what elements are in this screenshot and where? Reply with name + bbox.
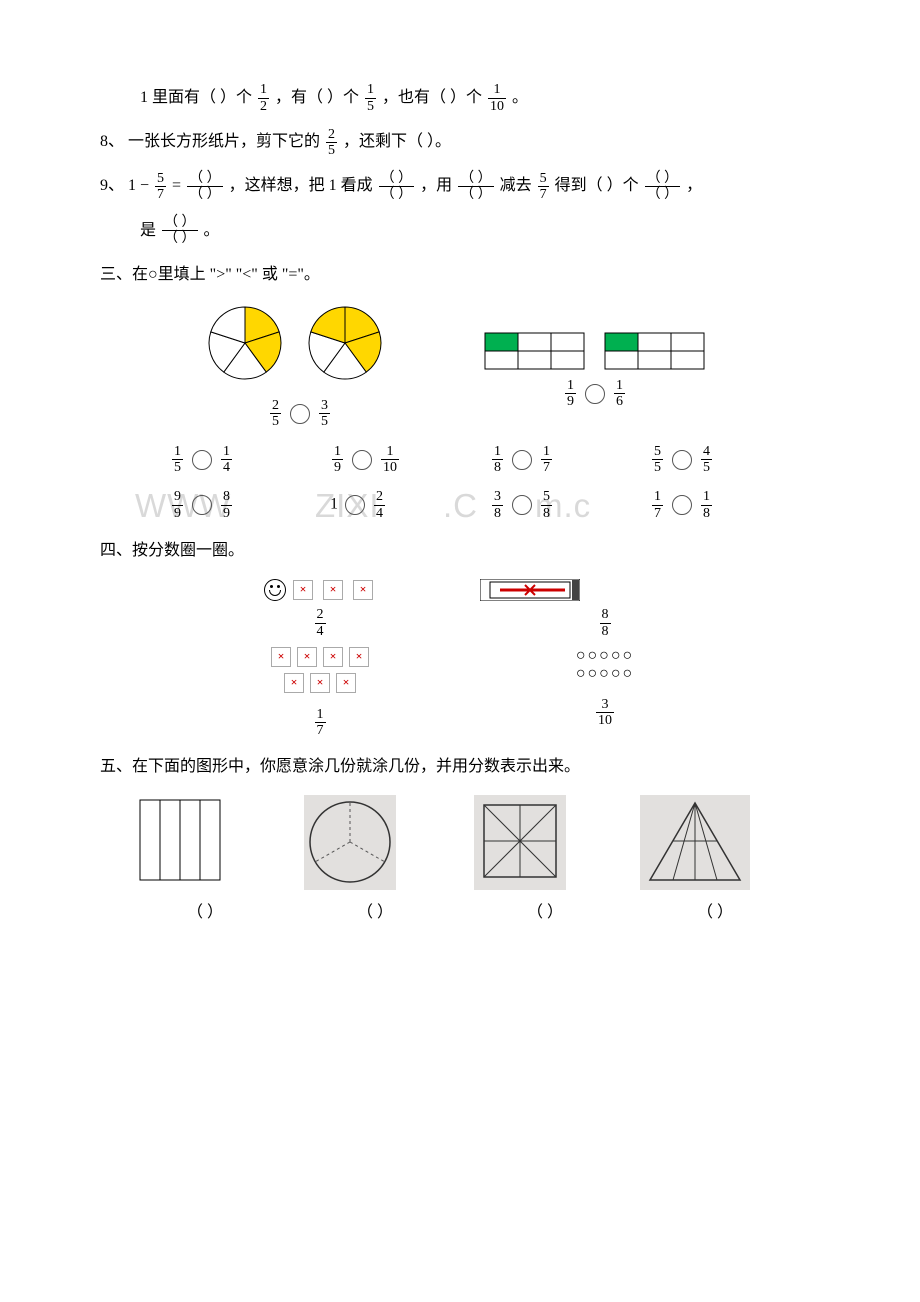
q9-t4: 减去: [500, 177, 536, 194]
pfrac-blank5: （ ）（ ）: [162, 215, 198, 247]
s3-figrow: 25 35 19: [60, 303, 860, 430]
compare-circle: [585, 384, 605, 404]
frac-grid2: 16: [614, 378, 625, 410]
x-box: ×: [323, 580, 343, 600]
comp-5-5-4-5: 55 45: [650, 444, 810, 476]
section-4-title: 四、按分数圈一圈。: [60, 535, 860, 567]
x-box: ×: [353, 580, 373, 600]
frac-pie1: 25: [270, 398, 281, 430]
circles-row: ○○○○○: [480, 665, 730, 683]
pfrac-blank2: （ ）（ ）: [379, 171, 415, 203]
grid-charts: [480, 323, 710, 378]
q9-eq: =: [172, 177, 185, 194]
q9-t6: ，: [686, 177, 702, 194]
q9-t2: ，这样想，把 1 看成: [229, 177, 373, 194]
s5-shapes: [60, 795, 860, 890]
frac-5-7b: 57: [538, 171, 549, 203]
q8-text2: ，还剩下（ ）。: [343, 133, 451, 150]
q8-text1: 一张长方形纸片，剪下它的: [128, 133, 320, 150]
frac-1-5: 15: [365, 82, 376, 114]
q9-l2pre: 是: [140, 222, 156, 239]
frac-5-7: 57: [155, 171, 166, 203]
q9-label: 9、: [100, 177, 124, 194]
q7-post: 。: [512, 89, 528, 106]
q9-l2post: 。: [204, 222, 220, 239]
grids-block: 19 16: [480, 323, 710, 410]
question-9-line2: 是 （ ）（ ） 。: [60, 215, 860, 247]
comp-1-8-1-7: 18 17: [490, 444, 650, 476]
shape-circle: [300, 795, 450, 890]
frac-pie2: 35: [319, 398, 330, 430]
pie-charts: [200, 303, 400, 398]
shape-triangle: [640, 795, 790, 890]
comp-1-2-4: 1 24: [330, 489, 490, 521]
section-5-title: 五、在下面的图形中，你愿意涂几份就涂几份，并用分数表示出来。: [60, 751, 860, 783]
q9-t5: 得到（ ）个: [555, 177, 643, 194]
x-box: ×: [293, 580, 313, 600]
section-3-title: 三、在○里填上 ">" "<" 或 "="。: [60, 259, 860, 291]
frac-8-8: 88: [600, 607, 611, 639]
pfrac-blank4: （ ）（ ）: [645, 171, 681, 203]
shape-rect: [130, 795, 280, 890]
paren: （ ）: [640, 898, 790, 922]
frac-2-5: 25: [326, 127, 337, 159]
pfrac-blank3: （ ）（ ）: [458, 171, 494, 203]
paren: （ ）: [470, 898, 620, 922]
pfrac-blank: （ ）（ ）: [187, 171, 223, 203]
comp-9-9-8-9: 99 89: [170, 489, 330, 521]
frac-3-10: 310: [596, 697, 614, 729]
smile-icon: [264, 579, 286, 601]
paren: （ ）: [300, 898, 450, 922]
circles-row: ○○○○○: [480, 647, 730, 665]
q9-t1: 1 −: [128, 177, 149, 194]
q7-mid1: ，有（ ）个: [275, 89, 359, 106]
s4-row1: × × × 24 88: [60, 579, 860, 639]
comp-1-7-1-8: 17 18: [650, 489, 810, 521]
frac-grid1: 19: [565, 378, 576, 410]
comp-1-9-1-10: 19 110: [330, 444, 490, 476]
pies-block: 25 35: [200, 303, 400, 430]
bar-icon: [480, 579, 580, 601]
frac-1-7: 17: [315, 707, 326, 739]
s3-comp-row1: 15 14 19 110 18 17 55 45: [60, 444, 860, 476]
question-7-line: 1 里面有（ ）个 12 ，有（ ）个 15 ，也有（ ）个 110 。: [60, 82, 860, 114]
frac-1-2: 12: [258, 82, 269, 114]
frac-1-10: 110: [488, 82, 506, 114]
q8-label: 8、: [100, 133, 124, 150]
question-9: 9、 1 − 57 = （ ）（ ） ，这样想，把 1 看成 （ ）（ ） ，用…: [60, 170, 860, 202]
question-8: 8、 一张长方形纸片，剪下它的 25 ，还剩下（ ）。: [60, 126, 860, 158]
frac-2-4: 24: [315, 607, 326, 639]
compare-circle: [290, 404, 310, 424]
paren: （ ）: [130, 898, 280, 922]
comp-3-8-5-8: 38 58: [490, 489, 650, 521]
s5-parens: （ ） （ ） （ ） （ ）: [60, 898, 860, 922]
shape-square: [470, 795, 620, 890]
q7-pre: 1 里面有（ ）个: [140, 89, 252, 106]
q7-mid2: ，也有（ ）个: [382, 89, 482, 106]
s3-comp-row2: WWW ZIXI .C m.c 99 89 1 24 38 58 17 18: [60, 489, 860, 521]
comp-1-5-1-4: 15 14: [170, 444, 330, 476]
s4-row2: ×××× ××× 17 ○○○○○ ○○○○○ 310: [60, 647, 860, 739]
q9-t3: ，用: [420, 177, 452, 194]
